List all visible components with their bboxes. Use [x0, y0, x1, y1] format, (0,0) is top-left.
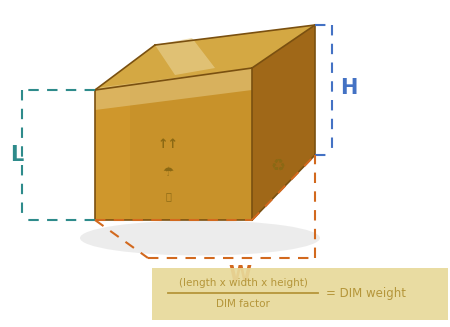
Text: W: W	[229, 265, 252, 285]
Polygon shape	[95, 25, 315, 90]
Text: = DIM weight: = DIM weight	[326, 286, 406, 300]
Text: ☂: ☂	[162, 165, 174, 179]
Text: L: L	[10, 145, 23, 165]
Polygon shape	[95, 85, 130, 220]
Polygon shape	[252, 25, 315, 220]
Polygon shape	[155, 38, 215, 75]
Text: (length x width x height): (length x width x height)	[179, 278, 307, 288]
Text: ↑↑: ↑↑	[158, 139, 179, 151]
Text: ♻: ♻	[270, 156, 285, 174]
Text: H: H	[340, 78, 357, 98]
FancyBboxPatch shape	[152, 268, 448, 320]
Polygon shape	[95, 68, 252, 220]
Ellipse shape	[80, 220, 320, 255]
Polygon shape	[95, 68, 252, 110]
Text: DIM factor: DIM factor	[216, 299, 270, 309]
Text: 🍷: 🍷	[165, 191, 171, 201]
